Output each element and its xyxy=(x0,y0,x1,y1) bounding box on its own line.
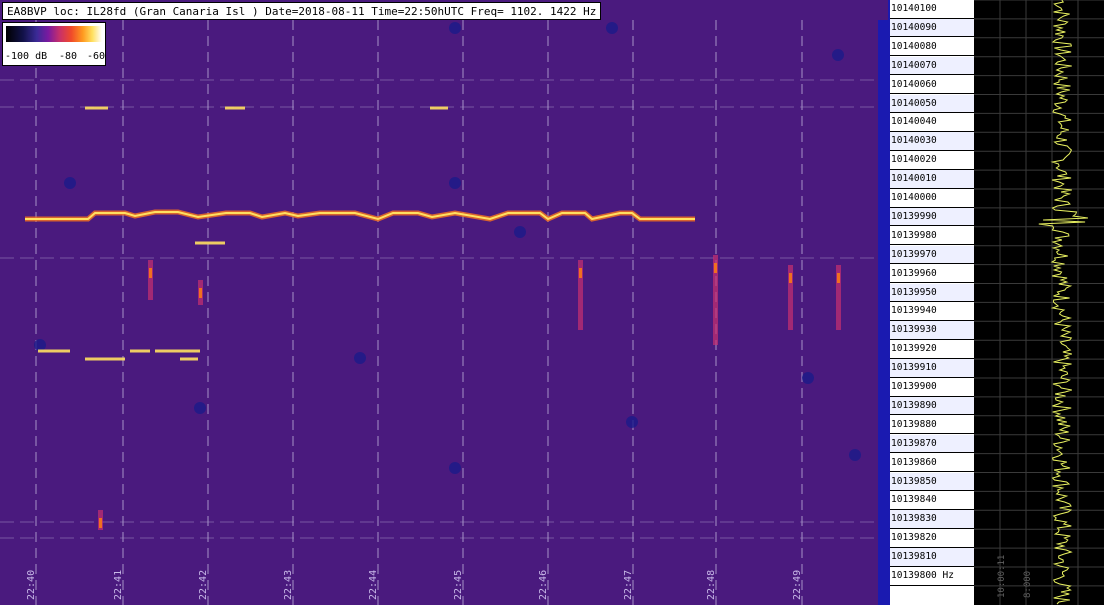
freq-scale-label: 10139910 xyxy=(890,359,974,378)
freq-scale-label: 10139810 xyxy=(890,548,974,567)
burst-streak xyxy=(836,265,841,330)
burst-hotspot xyxy=(99,518,102,528)
burst-streak xyxy=(713,255,718,345)
freq-scale-label: 10140020 xyxy=(890,151,974,170)
noise-spot xyxy=(64,177,76,189)
spectrum-label-left: 10:00:11 xyxy=(997,555,1007,598)
waterfall-canvas: 22:40 22:41 22:42 22:43 22:44 22:45 22:46 22:47… xyxy=(0,20,888,605)
burst-hotspot xyxy=(714,263,717,273)
time-tick-label: 22:47 xyxy=(623,570,634,600)
burst-hotspot xyxy=(199,288,202,298)
freq-scale-label: 10139830 xyxy=(890,510,974,529)
color-scale-bar xyxy=(6,26,102,42)
freq-scale-label: 10140090 xyxy=(890,18,974,38)
spectrum-trace-canvas: 10:00:11 8:000 xyxy=(974,0,1104,605)
freq-scale-label: 10139800 Hz xyxy=(890,567,974,586)
time-tick-label: 22:48 xyxy=(706,570,717,600)
freq-scale-label: 10139970 xyxy=(890,245,974,265)
noise-spot xyxy=(514,226,526,238)
dB-color-legend: -100 dB -80 -60 xyxy=(2,22,106,66)
noise-spot xyxy=(194,402,206,414)
spectrum-label-mid: 8:000 xyxy=(1023,571,1033,598)
freq-scale-label: 10140060 xyxy=(890,76,974,95)
freq-scale-label: 10139950 xyxy=(890,283,974,303)
noise-spot xyxy=(626,416,638,428)
time-tick-label: 22:49 xyxy=(792,570,803,600)
noise-spot xyxy=(449,22,461,34)
freq-scale-label: 10140080 xyxy=(890,38,974,57)
burst-streak xyxy=(788,265,793,330)
freq-scale-label: 10139820 xyxy=(890,529,974,548)
freq-scale-label: 10139930 xyxy=(890,321,974,340)
burst-hotspot xyxy=(789,273,792,283)
freq-scale-label: 10140000 xyxy=(890,189,974,208)
freq-scale-label: 10139980 xyxy=(890,227,974,246)
station-info-header: EA8BVP loc: IL28fd (Gran Canaria Isl ) D… xyxy=(2,2,602,20)
noise-spot xyxy=(832,49,844,61)
time-tick-label: 22:41 xyxy=(113,570,124,600)
freq-scale-label: 10139870 xyxy=(890,434,974,454)
noise-spot xyxy=(354,352,366,364)
freq-scale-label: 10139920 xyxy=(890,340,974,359)
freq-scale-label: 10140050 xyxy=(890,94,974,114)
frequency-scale: 10140100 10140090 10140080 10140070 10140060… xyxy=(888,0,974,605)
time-tick-label: 22:40 xyxy=(26,570,37,600)
noise-spot xyxy=(34,339,46,351)
signal-trace-core xyxy=(25,211,695,221)
burst-hotspot xyxy=(149,268,152,278)
burst-hotspot xyxy=(579,268,582,278)
noise-spot xyxy=(606,22,618,34)
freq-scale-label: 10139960 xyxy=(890,265,974,284)
time-tick-label: 22:42 xyxy=(198,570,209,600)
freq-scale-label: 10140070 xyxy=(890,56,974,76)
burst-streak xyxy=(578,260,583,330)
noise-spot xyxy=(449,462,461,474)
freq-scale-label: 10139860 xyxy=(890,454,974,473)
freq-scale-label: 10139990 xyxy=(890,207,974,227)
noise-spot xyxy=(449,177,461,189)
freq-scale-label: 10140100 xyxy=(890,0,974,19)
legend-mid-label: -80 xyxy=(59,51,78,62)
burst-streak xyxy=(148,260,153,300)
freq-scale-label: 10140030 xyxy=(890,132,974,151)
freq-scale-label: 10139940 xyxy=(890,302,974,321)
freq-scale-label: 10139890 xyxy=(890,396,974,416)
time-tick-label: 22:46 xyxy=(538,570,549,600)
freq-scale-label: 10139900 xyxy=(890,378,974,397)
edge-strip xyxy=(878,20,888,605)
spectrum-trace xyxy=(1038,0,1088,605)
legend-min-label: -100 dB xyxy=(5,51,48,62)
freq-scale-label: 10139880 xyxy=(890,416,974,435)
freq-scale-label: 10140010 xyxy=(890,170,974,189)
spectrum-panel: 10:00:11 8:000 xyxy=(974,0,1104,605)
freq-scale-label: 10140040 xyxy=(890,113,974,132)
time-tick-label: 22:44 xyxy=(368,570,379,600)
time-tick-label: 22:45 xyxy=(453,570,464,600)
noise-spot xyxy=(849,449,861,461)
burst-hotspot xyxy=(837,273,840,283)
time-tick-label: 22:43 xyxy=(283,570,294,600)
freq-scale-label: 10139840 xyxy=(890,491,974,510)
freq-scale-label: 10139850 xyxy=(890,472,974,492)
legend-max-label: -60 xyxy=(87,51,106,62)
waterfall-display: 22:40 22:41 22:42 22:43 22:44 22:45 22:46 22:47… xyxy=(0,0,888,605)
noise-spot xyxy=(802,372,814,384)
